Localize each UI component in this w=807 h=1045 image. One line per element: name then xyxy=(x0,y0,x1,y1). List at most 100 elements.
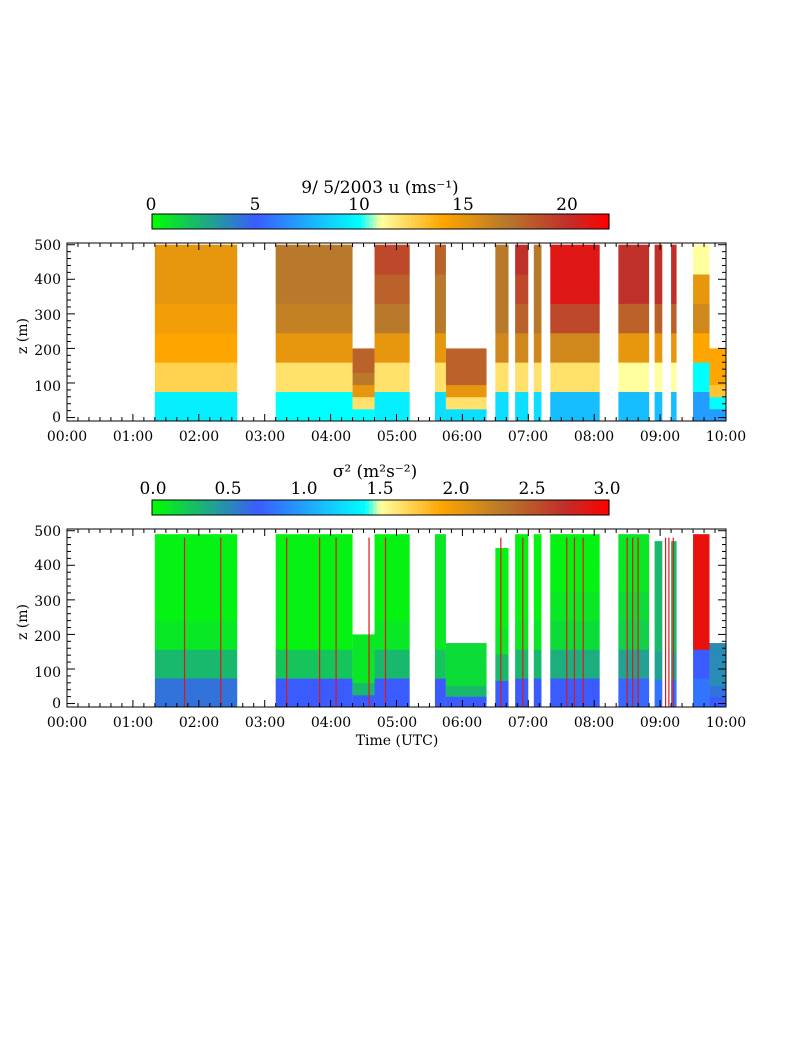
colorbar-u-frame xyxy=(151,213,610,230)
colorbar-segment xyxy=(445,500,450,515)
plot-sigma2-xtick-0: 00:00 xyxy=(47,715,87,731)
colorbar-segment xyxy=(289,500,294,515)
colorbar-segment xyxy=(388,500,393,515)
colorbar-sigma2-tick-4: 2.0 xyxy=(442,479,469,499)
colorbar-segment xyxy=(315,500,321,515)
colorbar-segment xyxy=(285,214,290,229)
data-cell xyxy=(550,244,600,275)
colorbar-segment xyxy=(220,500,225,515)
colorbar-segment xyxy=(399,214,404,229)
colorbar-segment xyxy=(190,214,195,229)
data-cell xyxy=(352,372,375,386)
data-cell xyxy=(154,362,238,393)
colorbar-segment xyxy=(490,214,496,229)
data-cell xyxy=(618,362,650,393)
data-cell xyxy=(654,624,663,653)
colorbar-segment xyxy=(334,214,340,229)
colorbar-segment xyxy=(551,214,557,229)
colorbar-segment xyxy=(334,500,340,515)
colorbar-segment xyxy=(247,500,252,515)
colorbar-segment xyxy=(292,214,298,229)
plot-sigma2-xtick-2: 02:00 xyxy=(179,715,219,731)
data-cell xyxy=(533,303,542,334)
colorbar-segment xyxy=(155,214,161,229)
data-cell xyxy=(618,274,650,304)
plot-sigma2-ytick-4: 400 xyxy=(34,558,61,574)
data-cell xyxy=(275,391,353,422)
colorbar-segment xyxy=(483,500,488,515)
colorbar-segment xyxy=(251,500,256,515)
plot-u-xtick-4: 04:00 xyxy=(311,429,351,445)
colorbar-segment xyxy=(430,500,435,515)
data-cell xyxy=(275,332,353,363)
plot-sigma2-axes xyxy=(66,529,727,707)
plot-u-xtick-7: 07:00 xyxy=(508,429,548,445)
colorbar-segment xyxy=(502,214,507,229)
colorbar-segment xyxy=(224,500,229,515)
data-cell xyxy=(434,620,446,650)
data-cell xyxy=(618,303,650,334)
data-cell xyxy=(550,274,600,304)
colorbar-segment xyxy=(597,500,602,515)
colorbar-segment xyxy=(601,500,606,515)
colorbar-segment xyxy=(468,214,473,229)
data-cell xyxy=(709,685,726,697)
data-cell xyxy=(434,534,446,564)
colorbar-segment xyxy=(235,500,241,515)
colorbar-segment xyxy=(567,500,572,515)
colorbar-segment xyxy=(464,500,469,515)
colorbar-segment xyxy=(311,214,317,229)
colorbar-segment xyxy=(563,214,568,229)
colorbar-segment xyxy=(574,500,580,515)
colorbar-segment xyxy=(574,214,580,229)
plot-sigma2-xlabel: Time (UTC) xyxy=(356,733,439,749)
colorbar-segment xyxy=(254,500,260,515)
data-cell xyxy=(709,408,726,422)
data-cell xyxy=(533,649,542,679)
data-cell xyxy=(374,274,410,304)
colorbar-segment xyxy=(361,214,366,229)
data-cell xyxy=(154,678,238,708)
data-cell xyxy=(654,244,663,275)
panel-u: 9/ 5/2003 u (ms⁻¹) 0 5 10 15 20 z (m) 0 … xyxy=(15,178,746,445)
colorbar-segment xyxy=(330,214,336,229)
data-cell xyxy=(693,332,710,363)
data-cell xyxy=(693,303,710,334)
colorbar-segment xyxy=(171,500,176,515)
colorbar-segment xyxy=(384,214,389,229)
colorbar-segment xyxy=(498,500,503,515)
colorbar-segment xyxy=(193,214,199,229)
colorbar-segment xyxy=(357,214,363,229)
colorbar-segment xyxy=(513,214,519,229)
colorbar-segment xyxy=(258,214,264,229)
colorbar-segment xyxy=(155,500,161,515)
colorbar-segment xyxy=(292,500,298,515)
data-cell xyxy=(445,360,487,374)
data-cell xyxy=(495,601,509,628)
colorbar-segment xyxy=(532,214,538,229)
data-cell xyxy=(533,244,542,275)
data-cell xyxy=(374,332,410,363)
data-cell xyxy=(275,362,353,393)
colorbar-segment xyxy=(399,500,404,515)
colorbar-segment xyxy=(517,500,523,515)
colorbar-segment xyxy=(395,214,401,229)
data-cell xyxy=(533,678,542,708)
colorbar-segment xyxy=(300,214,305,229)
data-cell xyxy=(618,534,650,564)
data-cell xyxy=(154,244,238,275)
plot-sigma2-xtick-10: 10:00 xyxy=(706,715,746,731)
colorbar-u-ticks: 0 5 10 15 20 xyxy=(146,195,578,215)
data-cell xyxy=(352,670,375,684)
colorbar-segment xyxy=(460,500,465,515)
panel-sigma2: σ² (m²s⁻²) 0.0 0.5 1.0 1.5 2.0 2.5 3.0 z… xyxy=(15,462,746,749)
data-cell xyxy=(533,391,542,422)
data-cell xyxy=(352,634,375,647)
data-cell xyxy=(709,664,726,676)
colorbar-sigma2-tick-0: 0.0 xyxy=(139,479,166,499)
colorbar-segment xyxy=(544,214,549,229)
colorbar-segment xyxy=(171,214,176,229)
data-cell xyxy=(154,274,238,304)
colorbar-segment xyxy=(430,214,435,229)
colorbar-segment xyxy=(521,214,526,229)
